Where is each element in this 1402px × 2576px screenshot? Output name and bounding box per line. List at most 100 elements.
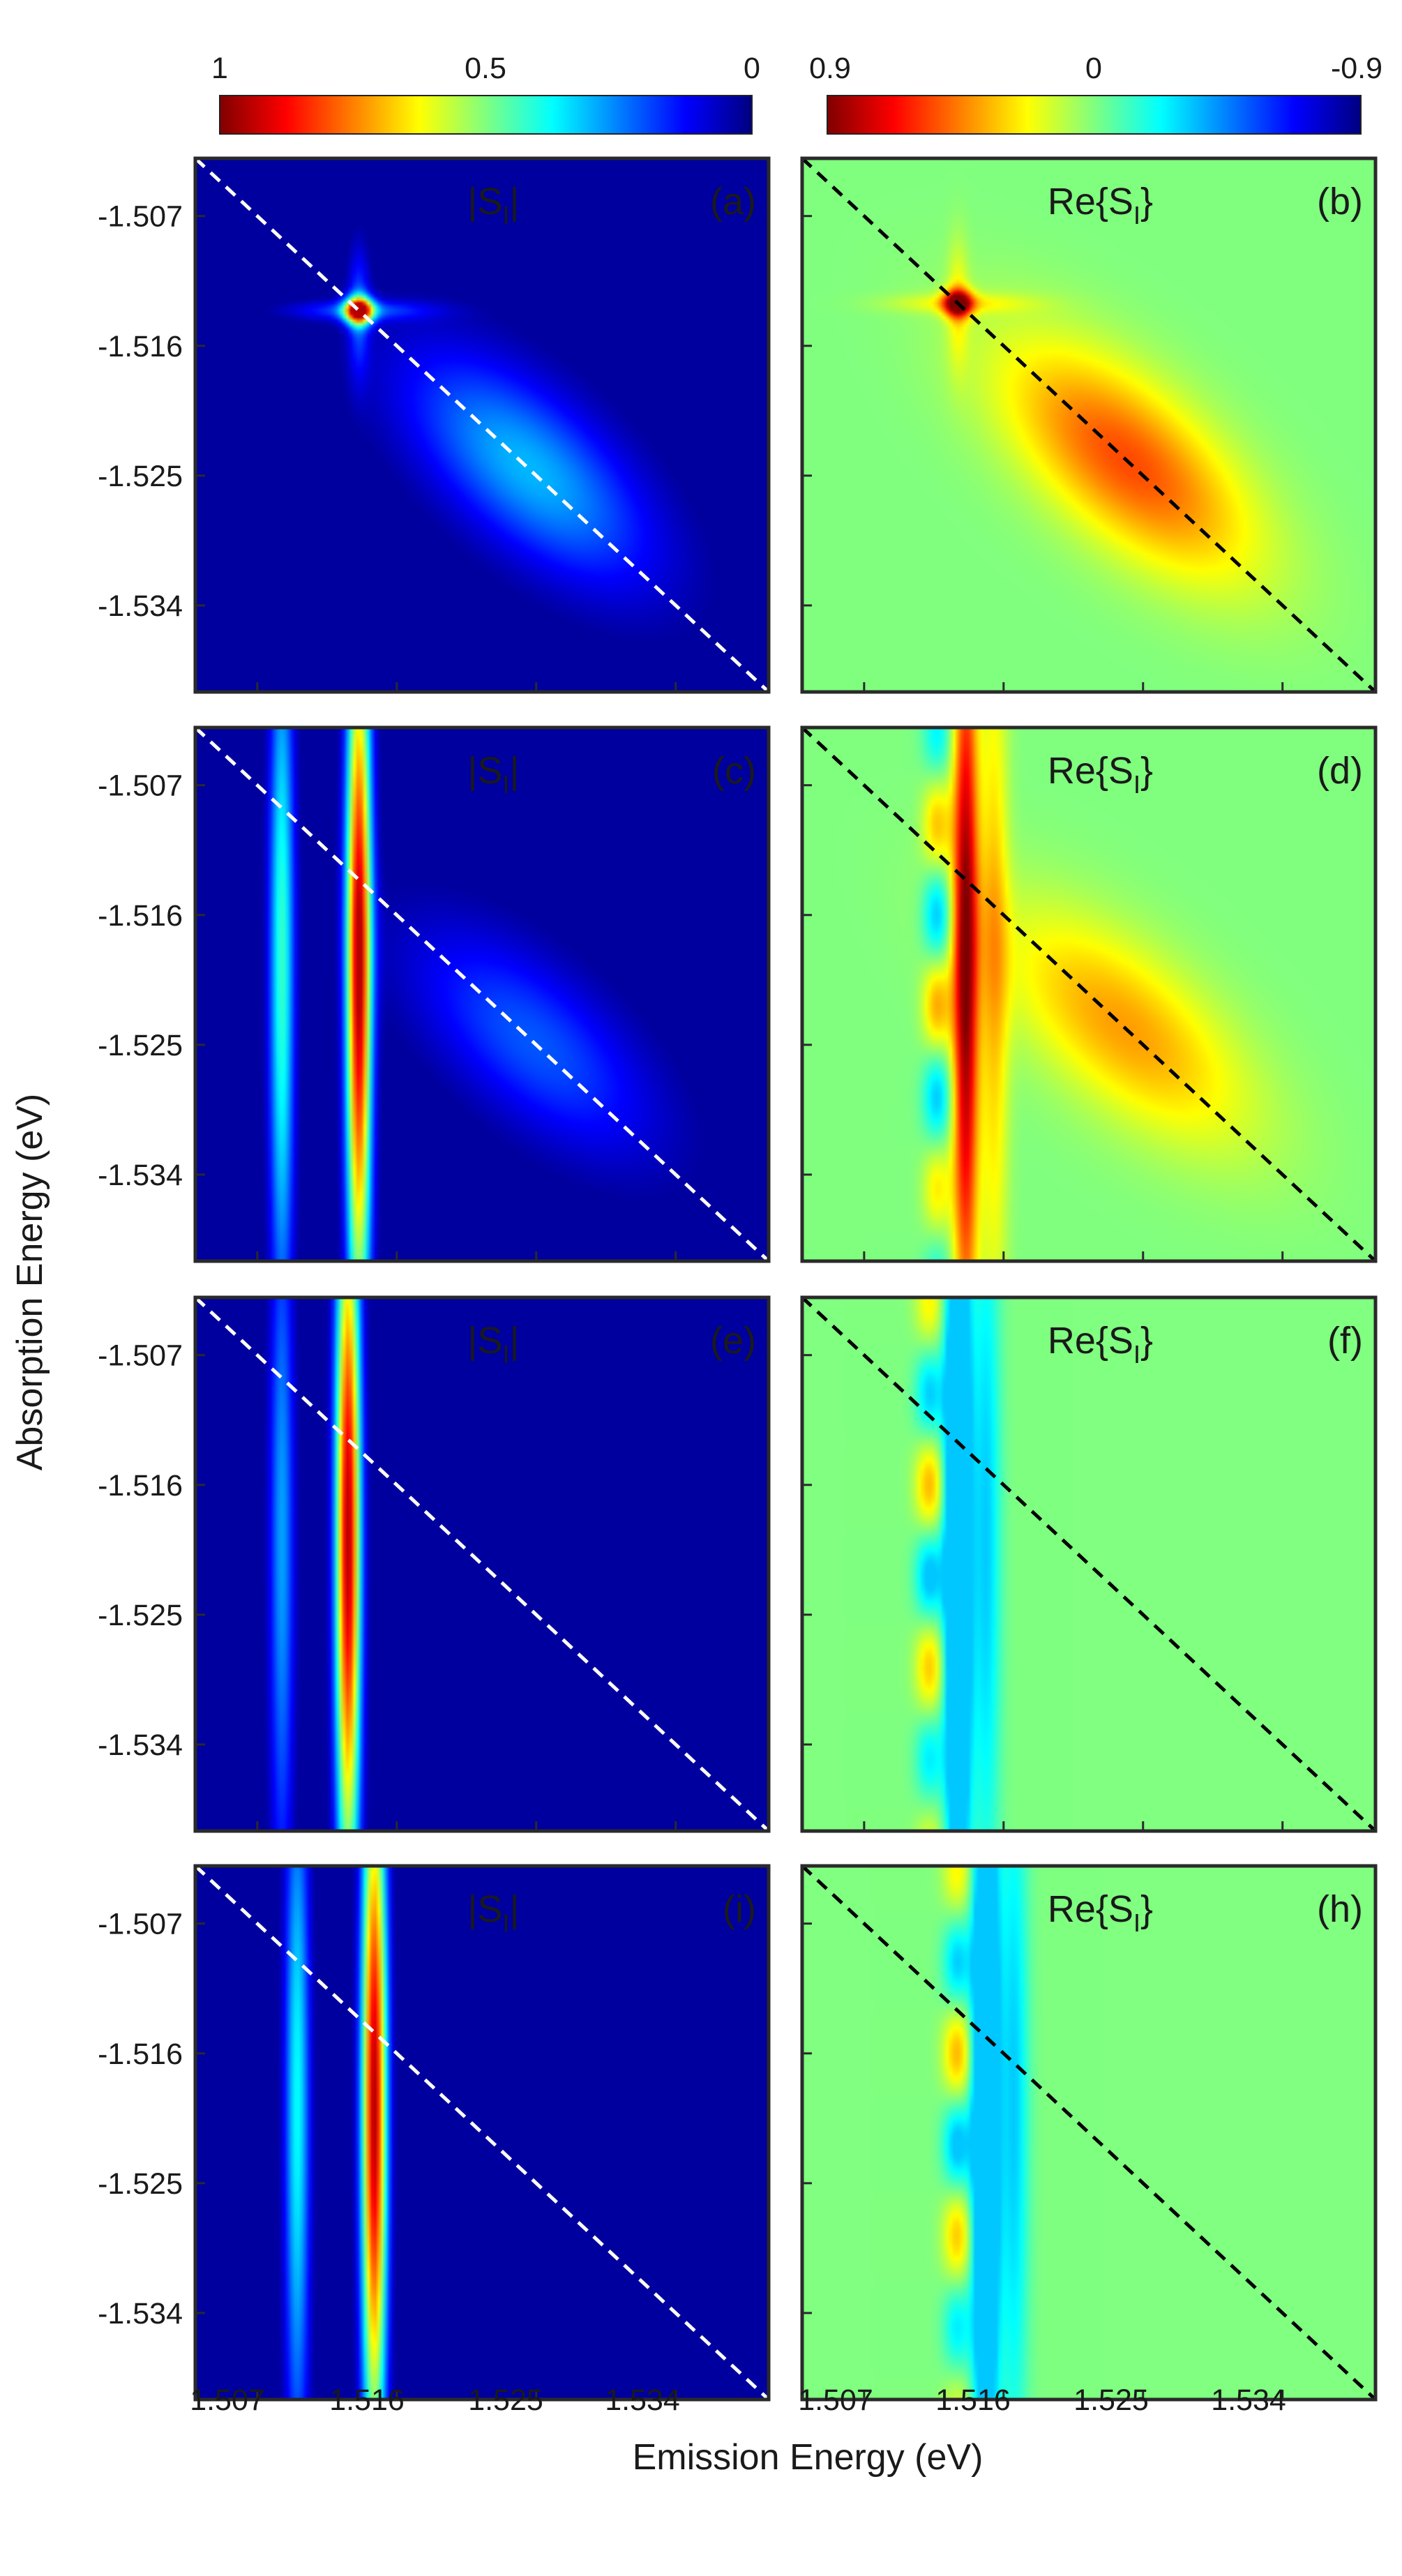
- panel-c-tag: (c): [712, 750, 756, 792]
- y-tick-row3-3: -1.525: [98, 1599, 183, 1632]
- panel-b-tag: (b): [1317, 181, 1363, 223]
- panel-d-tag: (d): [1317, 750, 1363, 792]
- y-tick-row4-2: -1.516: [98, 2038, 183, 2071]
- panel-i-title: |SI|: [467, 1888, 519, 1937]
- x-tick-left-1: 1.507: [190, 2383, 265, 2417]
- y-tick-row2-3: -1.525: [98, 1029, 183, 1062]
- panel-h-diagonal: [801, 1865, 1377, 2401]
- y-tick-row1-3: -1.525: [98, 460, 183, 493]
- y-tick-row3-1: -1.507: [98, 1339, 183, 1373]
- panel-b-title: Re{SI}: [1048, 181, 1153, 229]
- panel-d-heatmap: [802, 728, 1375, 1261]
- panel-i-frame: [193, 1864, 771, 2402]
- x-tick-left-2: 1.516: [329, 2383, 405, 2417]
- panel-i-title-sub: I: [502, 1908, 509, 1937]
- x-tick-right-2: 1.516: [935, 2383, 1011, 2417]
- panel-f-diagonal: [801, 1296, 1377, 1832]
- panel-f-title-sub: I: [1133, 1340, 1140, 1369]
- panel-a-title-close: |: [509, 181, 519, 223]
- panel-c: |SI| (c): [193, 725, 771, 1263]
- panel-b-title-main: Re{S: [1048, 181, 1133, 223]
- panel-h-title-close: }: [1140, 1888, 1153, 1930]
- panel-d-diagonal: [801, 726, 1377, 1263]
- panel-d: Re{SI} (d): [800, 725, 1378, 1263]
- y-tick-row4-1: -1.507: [98, 1908, 183, 1941]
- panel-f: Re{SI} (f): [800, 1295, 1378, 1833]
- colorbar-magnitude-tick-3: 0: [744, 52, 760, 85]
- panel-e-title-sub: I: [502, 1340, 509, 1369]
- panel-d-title: Re{SI}: [1048, 750, 1153, 799]
- panels: |SI| (a) Re{SI} (b)|SI| (c) Re{SI} (d)|SI| (e) R…: [193, 156, 1378, 2402]
- panel-h-tag: (h): [1317, 1888, 1363, 1930]
- panel-b-title-sub: I: [1133, 201, 1140, 229]
- panel-h-frame: [800, 1864, 1378, 2402]
- colorbar-magnitude-tick-1: 1: [211, 52, 228, 85]
- x-tick-left-3: 1.525: [468, 2383, 543, 2417]
- y-axis-title: Absorption Energy (eV): [10, 1094, 50, 1471]
- colorbar-magnitude-tick-2: 0.5: [465, 52, 506, 85]
- panel-i-title-main: |S: [467, 1888, 502, 1930]
- panel-a-tag: (a): [710, 181, 756, 223]
- panel-e-diagonal: [194, 1296, 770, 1832]
- panel-a: |SI| (a): [193, 156, 771, 694]
- panel-a-title-sub: I: [502, 201, 509, 229]
- panel-e: |SI| (e): [193, 1295, 771, 1833]
- y-tick-row1-1: -1.507: [98, 200, 183, 234]
- panel-i: |SI| (i): [193, 1864, 771, 2402]
- y-tick-row2-2: -1.516: [98, 899, 183, 933]
- colorbar-real: 0.9 0 -0.9: [809, 52, 1382, 135]
- panel-e-frame: [193, 1295, 771, 1833]
- panel-f-tag: (f): [1327, 1320, 1363, 1362]
- colorbar-magnitude-gradient: [219, 95, 753, 135]
- panel-b-heatmap: [802, 158, 1375, 692]
- panel-h-title: Re{SI}: [1048, 1888, 1153, 1937]
- panel-c-title-close: |: [509, 750, 519, 792]
- panel-b-diagonal: [801, 157, 1377, 693]
- y-tick-row1-2: -1.516: [98, 330, 183, 363]
- x-tick-left-4: 1.534: [605, 2383, 680, 2417]
- panel-d-title-close: }: [1140, 750, 1153, 792]
- panel-d-title-main: Re{S: [1048, 750, 1133, 792]
- panel-a-title-main: |S: [467, 181, 502, 223]
- panel-f-frame: [800, 1295, 1378, 1833]
- panel-h: Re{SI} (h): [800, 1864, 1378, 2402]
- colorbar-real-tick-3: -0.9: [1331, 52, 1382, 85]
- panel-b: Re{SI} (b): [800, 156, 1378, 694]
- panel-e-title-close: |: [509, 1320, 519, 1362]
- panel-f-title: Re{SI}: [1048, 1320, 1153, 1369]
- panel-d-frame: [800, 725, 1378, 1263]
- panel-b-title-close: }: [1140, 181, 1153, 223]
- panel-b-frame: [800, 156, 1378, 694]
- panel-a-diagonal: [194, 157, 770, 693]
- y-tick-row2-1: -1.507: [98, 769, 183, 803]
- panel-c-diagonal: [194, 726, 770, 1263]
- panel-h-heatmap: [802, 1866, 1375, 2400]
- y-tick-row2-4: -1.534: [98, 1159, 183, 1192]
- x-tick-labels: 1.507 1.516 1.525 1.534 1.507 1.516 1.52…: [190, 2383, 1286, 2417]
- y-tick-row3-4: -1.534: [98, 1728, 183, 1762]
- y-tick-row4-4: -1.534: [98, 2297, 183, 2330]
- panel-e-title: |SI|: [467, 1320, 519, 1369]
- colorbar-real-gradient: [827, 95, 1362, 135]
- y-tick-row3-2: -1.516: [98, 1469, 183, 1502]
- panel-f-title-close: }: [1140, 1320, 1153, 1362]
- panel-i-tag: (i): [723, 1888, 756, 1930]
- panel-a-frame: [193, 156, 771, 694]
- colorbar-magnitude: 1 0.5 0: [211, 52, 760, 135]
- colorbar-real-tick-1: 0.9: [809, 52, 851, 85]
- panel-i-diagonal: [194, 1865, 770, 2401]
- panel-f-title-main: Re{S: [1048, 1320, 1133, 1362]
- panel-c-title-main: |S: [467, 750, 502, 792]
- y-tick-row1-4: -1.534: [98, 589, 183, 623]
- panel-f-heatmap: [802, 1297, 1375, 1831]
- panel-a-title: |SI|: [467, 181, 519, 229]
- panel-c-frame: [193, 725, 771, 1263]
- x-tick-right-1: 1.507: [798, 2383, 873, 2417]
- x-tick-right-3: 1.525: [1073, 2383, 1149, 2417]
- panel-c-title: |SI|: [467, 750, 519, 799]
- x-tick-right-4: 1.534: [1211, 2383, 1286, 2417]
- panel-h-title-main: Re{S: [1048, 1888, 1133, 1930]
- panel-h-title-sub: I: [1133, 1908, 1140, 1937]
- panel-i-title-close: |: [509, 1888, 519, 1930]
